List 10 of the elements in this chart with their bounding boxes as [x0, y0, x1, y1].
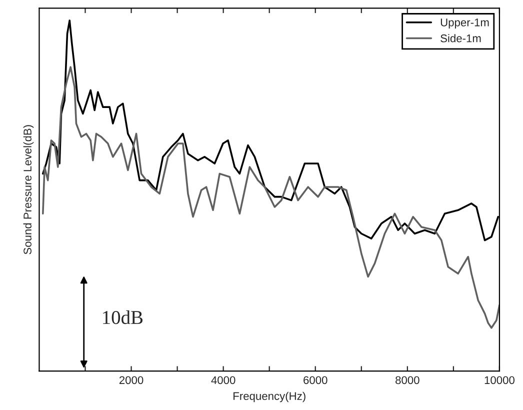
- annotation: 10dB: [103, 310, 143, 324]
- x-tick-label: 8000: [396, 376, 420, 384]
- legend-label: Upper-1m: [440, 18, 489, 29]
- x-tick-label: 4000: [211, 376, 236, 384]
- x-tick-label: 6000: [304, 376, 328, 384]
- x-tick-label: 10000: [484, 376, 514, 384]
- y-axis-title: Sound Pressure Level(dB): [23, 125, 34, 254]
- legend-label: Side-1m: [440, 34, 481, 42]
- x-tick-label: 2000: [119, 376, 144, 384]
- x-axis-title: Frequency(Hz): [234, 392, 306, 402]
